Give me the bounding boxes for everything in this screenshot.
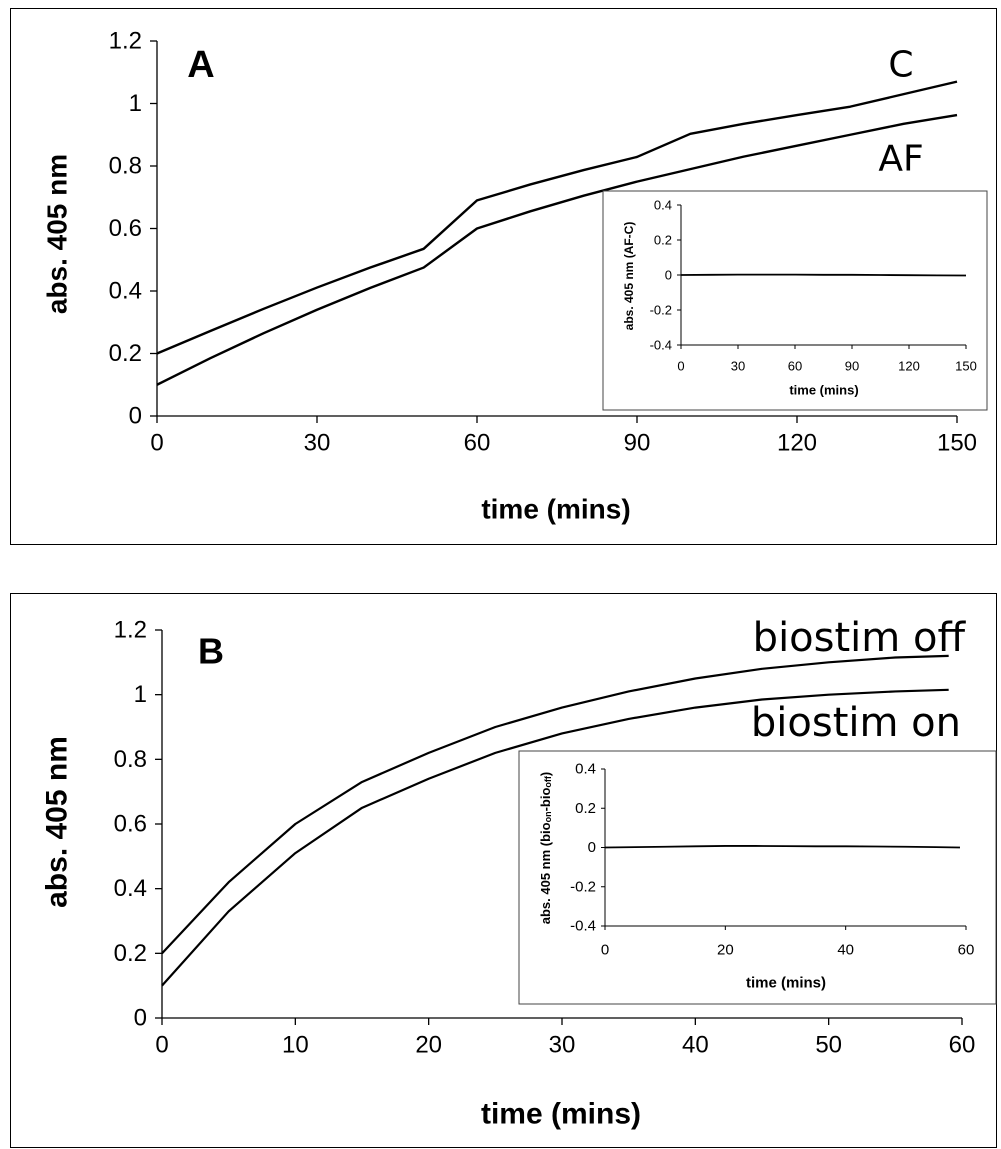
chart-a-inset-x-tick-label: 60: [788, 359, 802, 374]
chart-a-series-line-2: [156, 113, 958, 386]
chart-a-x-tick-label: 150: [937, 430, 977, 457]
chart-a-inset-y-tick-label: -0.4: [650, 338, 672, 353]
chart-a-inset: -0.4 -0.2 0 0.2 0.4 0 30 60 90 120 150 time (mins) a…: [602, 190, 988, 411]
chart-a-svg: 0 0.2 0.4 0.6 0.8 1 1.2 0 30 60 90 120 150 time (mins…: [42, 28, 988, 525]
chart-b-inset-y-axis-title: abs. 405 nm (bioon-biooff): [538, 772, 554, 925]
chart-b-x-tick-label: 20: [415, 1032, 442, 1059]
chart-b-y-tick-label: 0.8: [114, 746, 147, 773]
chart-a-x-tick-label: 60: [464, 430, 491, 457]
chart-b-inset-y-tick-label: 0.4: [575, 761, 596, 778]
chart-b-x-tick-label: 0: [155, 1032, 168, 1059]
chart-a-inset-series-line: [680, 273, 967, 277]
chart-a-series-line-1: [156, 80, 958, 355]
chart-b-inset-y-axis-title-part: -bio: [538, 788, 553, 812]
chart-a-inset-x-tick-label: 120: [898, 359, 920, 374]
chart-b-svg: 0 0.2 0.4 0.6 0.8 1 1.2 0 10 20 30 40 50 60 time (mins…: [41, 615, 997, 1131]
chart-a-x-tick-label: 120: [777, 430, 817, 457]
chart-a-panel-label: A: [187, 44, 214, 86]
chart-b-x-tick-label: 40: [682, 1032, 709, 1059]
panel-b: 0 0.2 0.4 0.6 0.8 1 1.2 0 10 20 30 40 50 60 time (mins…: [10, 593, 997, 1148]
chart-b-y-tick-label: 1.2: [114, 617, 147, 644]
chart-a-inset-y-tick-label: 0.4: [654, 198, 672, 213]
chart-b-inset-y-tick-label: -0.4: [570, 918, 596, 935]
chart-b-series-line-1: [161, 654, 949, 955]
chart-a-inset-y-tick-label: 0.2: [654, 233, 672, 248]
chart-a-y-tick-label: 1.2: [109, 28, 142, 55]
chart-a-x-axis-title: time (mins): [481, 494, 630, 525]
chart-a-inset-y-tick-label: 0: [665, 268, 672, 283]
chart-b-inset-x-tick-label: 0: [601, 942, 609, 959]
chart-b-inset-y-tick-label: 0.2: [575, 800, 596, 817]
chart-b-x-tick-label: 30: [549, 1032, 576, 1059]
chart-b-y-axis-title: abs. 405 nm: [41, 736, 74, 908]
chart-a-series-label-1: C: [888, 45, 913, 86]
chart-b-inset-y-axis-title-part: abs. 405 nm (bio: [538, 822, 553, 924]
chart-a-y-tick-label: 1: [129, 90, 142, 117]
chart-b-y-tick-label: 1: [134, 681, 147, 708]
chart-a-x-tick-label: 30: [304, 430, 331, 457]
chart-a-inset-y-tick-label: -0.2: [650, 303, 672, 318]
chart-b-y-tick-label: 0: [134, 1005, 147, 1032]
chart-a-series-label-2: AF: [878, 139, 923, 180]
chart-b-y-tick-label: 0.2: [114, 940, 147, 967]
chart-b-x-tick-label: 50: [815, 1032, 842, 1059]
chart-a-y-tick-label: 0: [129, 403, 142, 430]
chart-b-panel-label: B: [198, 631, 224, 672]
chart-b-series-label-2: biostim on: [751, 700, 961, 746]
chart-a-inset-x-tick-label: 0: [677, 359, 684, 374]
chart-b-inset-y-tick-label: -0.2: [570, 878, 596, 895]
chart-b-inset-y-tick-label: 0: [588, 839, 596, 856]
chart-a-y-tick-label: 0.6: [109, 215, 142, 242]
chart-b-x-tick-label: 60: [949, 1032, 976, 1059]
chart-b-x-tick-label: 10: [282, 1032, 309, 1059]
chart-b-series-line-2: [161, 688, 949, 987]
chart-b-inset-x-axis-title: time (mins): [746, 975, 826, 992]
chart-a-inset-frame: [602, 190, 988, 411]
chart-b-inset-x-tick-label: 60: [958, 942, 975, 959]
chart-b-series-label-1: biostim off: [753, 615, 967, 661]
chart-b-inset: -0.4 -0.2 0 0.2 0.4 0 20 40 60 time (mins) abs. 40…: [518, 750, 997, 1005]
chart-b-inset-y-axis-title-part: off: [543, 775, 553, 787]
panel-a: 0 0.2 0.4 0.6 0.8 1 1.2 0 30 60 90 120 150 time (mins…: [10, 8, 997, 545]
chart-b-inset-y-axis-title-part: ): [538, 772, 553, 776]
chart-a-y-tick-label: 0.2: [109, 340, 142, 367]
chart-a-y-tick-label: 0.4: [109, 278, 142, 305]
chart-b-inset-x-tick-label: 40: [837, 942, 854, 959]
chart-a-y-axis-title: abs. 405 nm: [42, 154, 73, 314]
chart-a-x-tick-label: 90: [624, 430, 651, 457]
chart-b-inset-series-line: [604, 845, 960, 849]
chart-b-y-tick-label: 0.6: [114, 811, 147, 838]
chart-b-inset-x-tick-label: 20: [717, 942, 734, 959]
chart-a-inset-x-tick-label: 150: [955, 359, 977, 374]
chart-b-inset-frame: [518, 750, 997, 1005]
chart-a-inset-x-tick-label: 90: [845, 359, 859, 374]
chart-a-inset-x-axis-title: time (mins): [789, 383, 858, 398]
chart-a-inset-x-tick-label: 30: [731, 359, 745, 374]
chart-a-y-tick-label: 0.8: [109, 153, 142, 180]
chart-a-x-tick-label: 0: [150, 430, 163, 457]
chart-b-inset-y-axis-title-part: on: [543, 811, 553, 822]
chart-b-y-tick-label: 0.4: [114, 875, 147, 902]
chart-a-inset-y-axis-title: abs. 405 nm (AF-C): [622, 222, 636, 331]
chart-b-x-axis-title: time (mins): [481, 1098, 641, 1131]
